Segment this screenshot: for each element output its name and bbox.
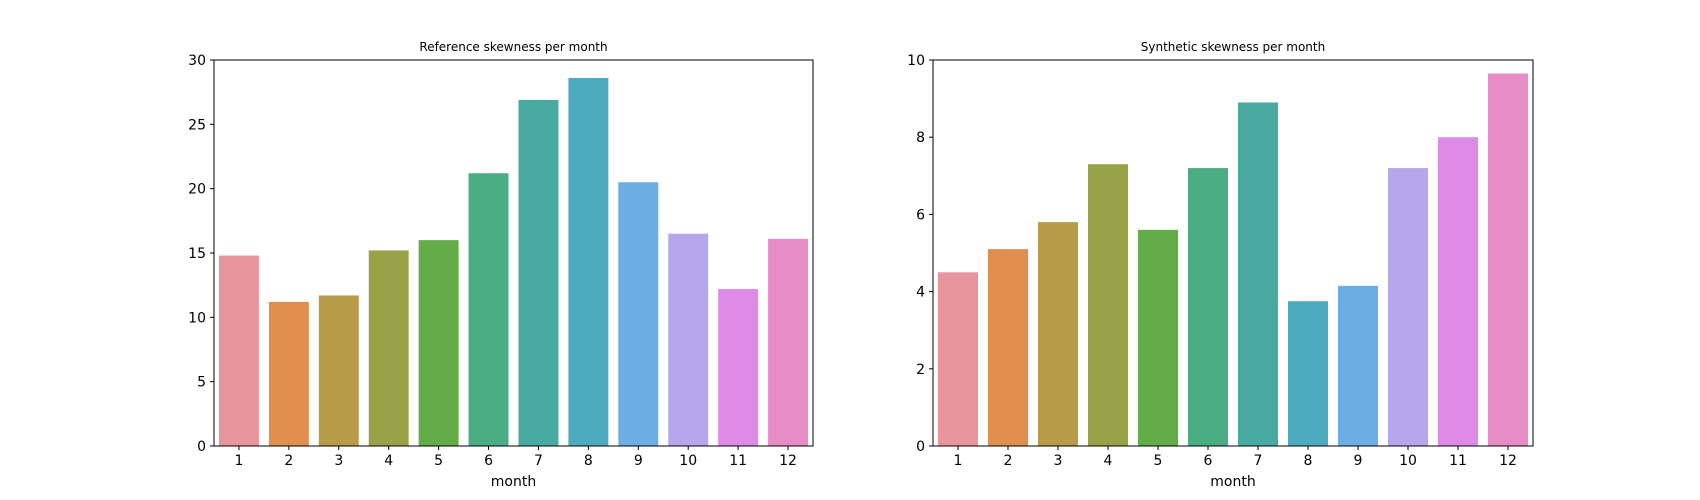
bar-month-11 [718,289,759,446]
y-tick-label: 2 [916,362,925,378]
bar-month-8 [568,78,609,446]
x-tick-label: 3 [1054,453,1063,469]
x-tick-label: 11 [1449,453,1467,469]
x-tick-label: 12 [779,453,797,469]
x-axis-label: month [1210,474,1255,490]
bar-month-7 [1238,102,1278,447]
bar-month-10 [1388,168,1428,446]
x-axis-label: month [491,474,536,490]
bar-month-12 [1488,73,1528,446]
plot-frame [932,59,1534,447]
plot-frame [213,59,814,447]
x-tick-label: 3 [334,453,343,469]
y-tick-label: 10 [907,53,925,69]
y-tick-label: 6 [916,207,925,223]
y-tick-label: 15 [188,246,206,262]
x-tick-label: 6 [1204,453,1213,469]
x-tick-label: 9 [1354,453,1363,469]
bar-month-10 [668,233,709,446]
bar-month-9 [1338,285,1378,446]
bar-month-6 [1188,168,1228,446]
x-tick-label: 8 [584,453,593,469]
x-tick-label: 12 [1499,453,1517,469]
x-tick-label: 4 [384,453,393,469]
x-tick-label: 1 [234,453,243,469]
y-tick-label: 5 [197,375,206,391]
x-tick-label: 8 [1304,453,1313,469]
x-tick-label: 11 [729,453,747,469]
bar-month-8 [1288,301,1328,446]
bar-month-11 [1438,137,1478,446]
x-tick-label: 2 [284,453,293,469]
x-tick-label: 1 [954,453,963,469]
chart-title: Synthetic skewness per month [1141,40,1325,54]
bar-month-1 [938,272,978,446]
x-tick-label: 5 [434,453,443,469]
y-tick-label: 10 [188,310,206,326]
x-tick-label: 10 [1399,453,1417,469]
bar-month-3 [1038,222,1078,446]
y-tick-label: 0 [197,439,206,455]
bar-month-2 [268,301,309,446]
bar-month-2 [988,249,1028,446]
x-tick-label: 7 [1254,453,1263,469]
bar-month-9 [618,182,659,446]
x-tick-label: 9 [634,453,643,469]
y-tick-label: 25 [188,117,206,133]
x-tick-label: 7 [534,453,543,469]
bar-month-3 [318,295,359,446]
chart-title: Reference skewness per month [419,40,607,54]
y-tick-label: 20 [188,182,206,198]
bar-month-6 [468,173,509,446]
x-tick-label: 6 [484,453,493,469]
bar-month-4 [368,250,409,446]
x-tick-label: 10 [679,453,697,469]
x-tick-label: 4 [1104,453,1113,469]
bar-month-5 [418,240,459,446]
x-tick-label: 2 [1004,453,1013,469]
bar-month-5 [1138,229,1178,446]
y-tick-label: 0 [916,439,925,455]
y-tick-label: 8 [916,130,925,146]
bar-month-7 [518,99,559,447]
bar-month-12 [768,238,809,446]
x-tick-label: 5 [1154,453,1163,469]
y-tick-label: 4 [916,285,925,301]
y-tick-label: 30 [188,53,206,69]
bar-month-1 [218,255,259,446]
bar-month-4 [1088,164,1128,446]
